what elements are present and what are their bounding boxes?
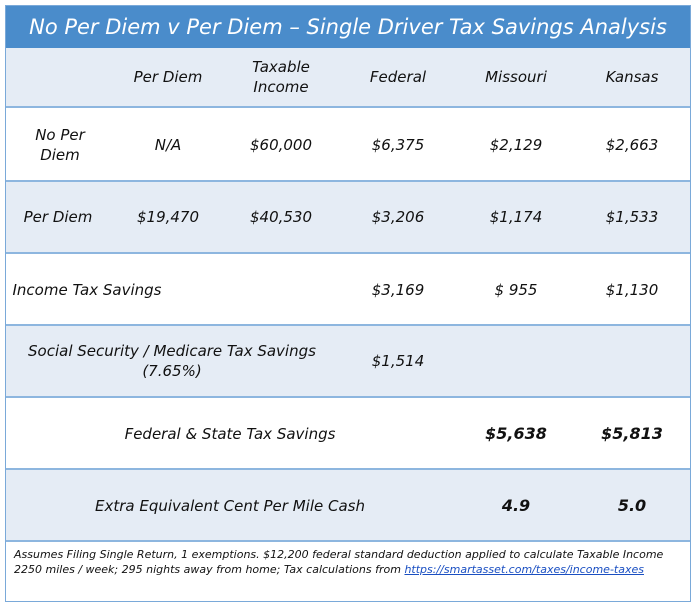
cell-missouri: $1,174 [489, 208, 543, 226]
table-row [6, 182, 690, 254]
footnote-line-1: Assumes Filing Single Return, 1 exemptio… [14, 548, 664, 561]
cell-per-diem: N/A [154, 136, 182, 154]
row-label: Federal & State Tax Savings [124, 425, 336, 443]
header-taxable-income: Taxable Income [252, 58, 310, 96]
cell-per-diem: $19,470 [136, 208, 200, 226]
row-label: Income Tax Savings [12, 281, 162, 299]
row-label: Extra Equivalent Cent Per Mile Cash [95, 497, 365, 515]
cell-missouri: $5,638 [485, 424, 547, 443]
table-row [6, 254, 690, 326]
table-row [6, 398, 690, 470]
cell-kansas: $1,533 [605, 208, 659, 226]
cell-missouri: $ 955 [494, 281, 538, 299]
row-label: No Per Diem [35, 126, 85, 164]
table-row [6, 470, 690, 542]
cell-kansas: $2,663 [605, 136, 659, 154]
table-frame [5, 5, 691, 602]
cell-taxable: $60,000 [249, 136, 313, 154]
table-title: No Per Diem v Per Diem – Single Driver T… [6, 6, 690, 48]
header-missouri: Missouri [485, 68, 547, 86]
table-row [6, 326, 690, 398]
cell-kansas: $1,130 [605, 281, 659, 299]
cell-federal: $3,206 [371, 208, 425, 226]
row-label: Social Security / Medicare Tax Savings (… [28, 342, 316, 380]
cell-kansas: 5.0 [617, 496, 647, 515]
header-kansas: Kansas [605, 68, 659, 86]
cell-kansas: $5,813 [601, 424, 663, 443]
footnote-line-2: 2250 miles / week; 295 nights away from … [14, 562, 684, 577]
table-row [6, 108, 690, 182]
cell-missouri: $2,129 [489, 136, 543, 154]
cell-federal: $6,375 [371, 136, 425, 154]
cell-federal: $3,169 [371, 281, 425, 299]
cell-federal: $1,514 [371, 352, 425, 370]
header-per-diem: Per Diem [133, 68, 203, 86]
footnote-text: 2250 miles / week; 295 nights away from … [14, 563, 405, 576]
cell-missouri: 4.9 [501, 496, 531, 515]
cell-taxable: $40,530 [249, 208, 313, 226]
footnote: Assumes Filing Single Return, 1 exemptio… [14, 547, 684, 577]
header-row [6, 48, 690, 108]
header-federal: Federal [369, 68, 427, 86]
row-label: Per Diem [23, 208, 93, 226]
source-link[interactable]: https://smartasset.com/taxes/income-taxe… [404, 563, 644, 576]
